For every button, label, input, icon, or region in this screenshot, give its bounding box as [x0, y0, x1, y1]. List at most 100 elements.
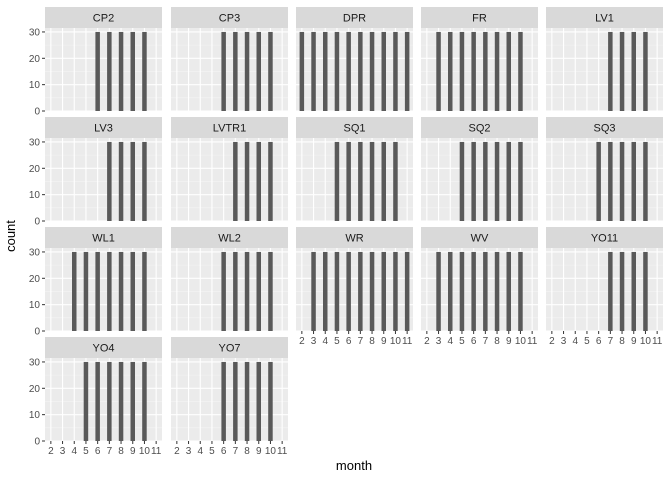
- x-tick-label: 11: [402, 336, 413, 347]
- bar: [233, 251, 238, 331]
- bar: [619, 141, 625, 221]
- bar: [118, 141, 124, 221]
- x-tick-label: 3: [436, 336, 442, 347]
- x-tick-label: 7: [608, 336, 614, 347]
- bar: [299, 31, 305, 112]
- bar: [471, 251, 476, 331]
- bar: [256, 31, 261, 112]
- bar: [334, 141, 340, 221]
- x-tick-label: 8: [494, 336, 500, 347]
- x-tick-label: 5: [584, 336, 590, 347]
- bar: [233, 31, 238, 112]
- facet-panel-wl2: WL2: [171, 227, 288, 332]
- bar: [334, 251, 340, 331]
- bar: [404, 31, 410, 112]
- bar: [483, 141, 488, 221]
- facet-strip-label: WL2: [218, 233, 241, 245]
- bar: [221, 361, 226, 441]
- facet-strip-label: LVTR1: [213, 123, 246, 135]
- facet-strip: [421, 117, 538, 138]
- bar: [83, 251, 89, 331]
- bar: [643, 31, 648, 112]
- x-tick-label: 5: [334, 336, 340, 347]
- bar: [494, 31, 500, 112]
- bar: [107, 141, 112, 221]
- y-tick-label: 10: [29, 190, 41, 201]
- facet-strip: [546, 117, 663, 138]
- bar: [130, 31, 135, 112]
- bar: [459, 141, 465, 221]
- x-tick-label: 8: [369, 336, 375, 347]
- bar: [631, 141, 636, 221]
- y-tick-label: 20: [29, 164, 41, 175]
- x-tick-label: 3: [561, 336, 567, 347]
- bar: [142, 31, 147, 112]
- bar: [448, 31, 453, 112]
- bar: [244, 251, 250, 331]
- x-tick-label: 10: [139, 446, 151, 457]
- x-tick-label: 6: [596, 336, 602, 347]
- y-tick-label: 30: [29, 27, 41, 38]
- bar: [471, 31, 476, 112]
- bar: [608, 31, 613, 112]
- bar: [256, 251, 261, 331]
- x-tick-label: 11: [277, 446, 288, 457]
- facet-panel-lvtr1: LVTR1: [171, 117, 288, 222]
- bar: [436, 251, 441, 331]
- x-tick-label: 8: [118, 446, 124, 457]
- x-tick-label: 7: [107, 446, 113, 457]
- bar: [323, 251, 328, 331]
- bar: [268, 361, 273, 441]
- bar: [244, 141, 250, 221]
- bar: [381, 141, 386, 221]
- facet-strip-label: WV: [471, 233, 489, 245]
- facet-panel-lv3: LV3 0 10 20 30: [29, 117, 162, 228]
- bar: [369, 141, 375, 221]
- facet-strip-label: DPR: [343, 13, 366, 25]
- bar: [393, 141, 398, 221]
- x-tick-label: 4: [197, 446, 203, 457]
- bar: [494, 251, 500, 331]
- bar: [130, 251, 135, 331]
- x-tick-label: 2: [424, 336, 430, 347]
- bar: [596, 141, 601, 221]
- facet-strip: [45, 227, 162, 248]
- bar: [404, 251, 410, 331]
- bar: [311, 251, 316, 331]
- bar: [83, 361, 89, 441]
- bar: [483, 251, 488, 331]
- facet-strip: [421, 7, 538, 28]
- y-tick-label: 20: [29, 54, 41, 65]
- bar: [118, 361, 124, 441]
- facet-strip-label: YO11: [591, 233, 618, 245]
- facet-panel-wv: WV 2 3 4 5 6 7 8 9 10 11: [421, 227, 538, 347]
- facet-panel-cp3: CP3: [171, 7, 288, 112]
- bar: [130, 361, 135, 441]
- x-tick-label: 9: [631, 336, 637, 347]
- bar: [118, 31, 124, 112]
- x-tick-label: 3: [186, 446, 192, 457]
- x-tick-label: 8: [619, 336, 625, 347]
- bar: [358, 251, 363, 331]
- bar: [107, 251, 112, 331]
- x-tick-label: 11: [652, 336, 663, 347]
- bar: [334, 31, 340, 112]
- x-tick-label: 9: [381, 336, 387, 347]
- bar: [244, 31, 250, 112]
- facet-panel-lv1: LV1: [546, 7, 663, 112]
- bar: [256, 141, 261, 221]
- y-tick-label: 30: [29, 357, 41, 368]
- bar: [268, 141, 273, 221]
- x-tick-label: 4: [572, 336, 578, 347]
- y-axis-title: count: [3, 220, 18, 252]
- x-tick-label: 2: [299, 336, 305, 347]
- x-tick-label: 9: [256, 446, 262, 457]
- y-tick-label: 30: [29, 247, 41, 258]
- bar: [381, 251, 386, 331]
- facet-strip-label: WL1: [92, 233, 115, 245]
- y-tick-label: 30: [29, 137, 41, 148]
- y-tick-label: 10: [29, 300, 41, 311]
- bar: [518, 251, 523, 331]
- bar: [631, 31, 636, 112]
